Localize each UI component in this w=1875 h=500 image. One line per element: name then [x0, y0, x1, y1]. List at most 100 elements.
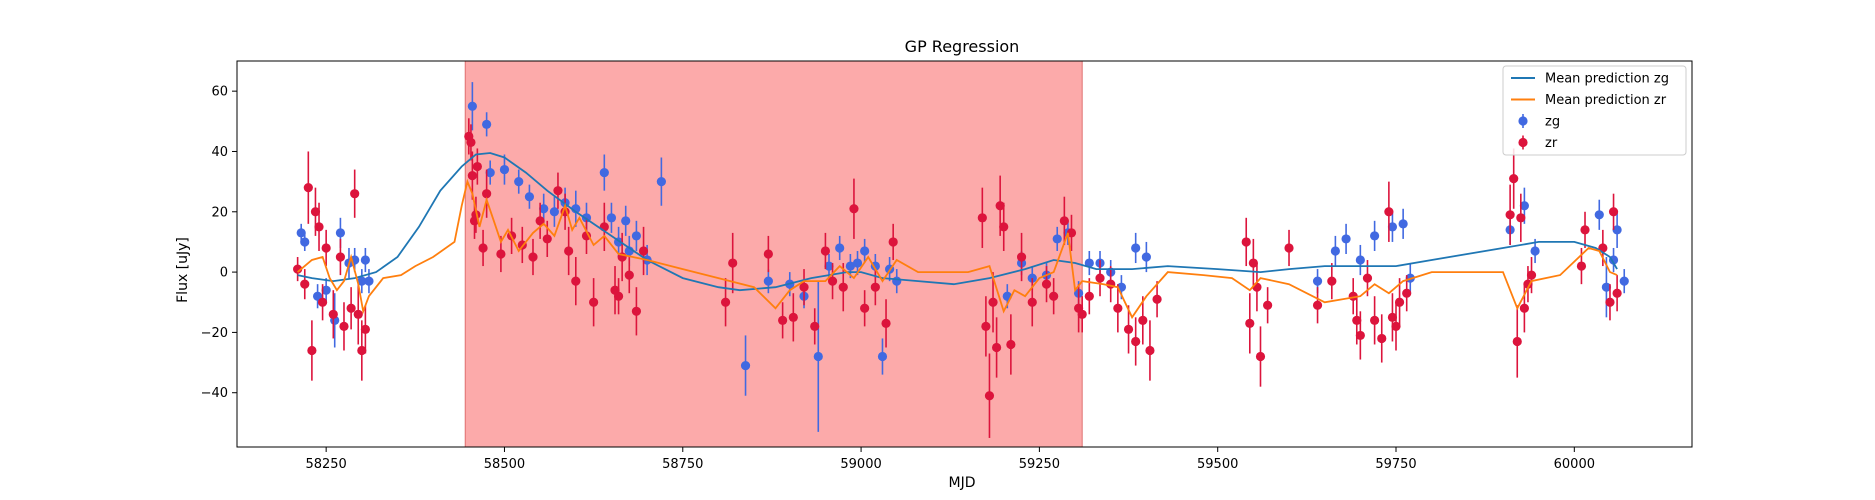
zr-point	[564, 246, 574, 256]
y-tick-label: −20	[201, 326, 228, 341]
zr-point	[1370, 315, 1380, 325]
legend-entry-zg: zg	[1518, 114, 1560, 130]
zr-point	[581, 231, 592, 241]
zg-point	[621, 216, 631, 226]
zg-point	[1141, 252, 1151, 262]
zg-point	[1519, 201, 1529, 211]
zg-point	[656, 177, 666, 187]
zg-point	[1530, 246, 1540, 256]
zr-point	[728, 258, 738, 268]
zr-point	[350, 189, 360, 199]
legend-marker-swatch	[1518, 116, 1528, 126]
zr-point	[799, 282, 809, 292]
zg-point	[892, 276, 902, 286]
zg-point	[1594, 210, 1604, 220]
zr-point	[317, 297, 328, 307]
zr-point	[310, 207, 321, 217]
zr-point	[763, 249, 773, 259]
zr-point	[1066, 228, 1077, 238]
zg-point	[1619, 276, 1629, 286]
chart-title: GP Regression	[905, 37, 1020, 56]
zr-point	[1384, 207, 1394, 217]
x-tick-label: 59250	[1019, 457, 1060, 472]
zr-point	[1509, 174, 1519, 184]
legend-marker-swatch	[1518, 137, 1528, 148]
zr-point	[1512, 336, 1522, 347]
zr-point	[1059, 216, 1069, 226]
zr-point	[1612, 288, 1622, 298]
zr-point	[478, 243, 488, 253]
zr-point	[303, 183, 313, 193]
zg-point	[296, 228, 306, 238]
zg-point	[860, 246, 870, 256]
zr-point	[849, 204, 859, 214]
zr-point	[1138, 315, 1148, 325]
x-tick-label: 60000	[1554, 457, 1595, 472]
zr-point	[300, 279, 310, 289]
zr-point	[1145, 345, 1155, 356]
zg-point	[1341, 234, 1351, 244]
zr-point	[482, 189, 492, 199]
zr-point	[1095, 273, 1105, 283]
zr-point	[1123, 324, 1134, 334]
zr-point	[571, 276, 581, 286]
zg-point	[835, 243, 845, 253]
legend-entry-mean-zr: Mean prediction zr	[1511, 93, 1667, 108]
zg-point	[524, 192, 535, 202]
zr-point	[988, 297, 998, 307]
mean-prediction-zg-line	[297, 152, 1618, 292]
zg-point	[1387, 222, 1398, 232]
legend-entry-zr: zr	[1518, 135, 1558, 151]
zr-point	[1377, 333, 1387, 344]
zr-point	[339, 321, 349, 331]
zr-point	[838, 282, 848, 292]
zr-point	[1312, 300, 1323, 310]
zr-point	[466, 137, 476, 148]
zr-point	[1084, 291, 1094, 301]
zr-point	[1252, 282, 1262, 292]
zr-point	[810, 321, 820, 331]
y-axis-label: Flux [uJy]	[175, 237, 191, 303]
zr-point	[977, 213, 987, 223]
y-tick-label: 0	[220, 266, 228, 281]
zr-point	[357, 345, 367, 356]
zg-point	[482, 119, 492, 129]
y-tick-label: 20	[211, 205, 228, 220]
zr-point	[1245, 318, 1255, 328]
zg-point	[606, 213, 617, 223]
zr-point	[981, 321, 991, 331]
zg-point	[300, 237, 310, 247]
zr-point	[528, 252, 538, 262]
zr-point	[1006, 339, 1016, 350]
zg-point	[813, 351, 823, 362]
zr-point	[1027, 297, 1037, 307]
zr-point	[553, 186, 563, 196]
x-tick-label: 58250	[305, 457, 346, 472]
x-axis-ticks: 58250 58500 58750 59000 59250 59500 59750 60000	[305, 447, 1595, 472]
zg-point	[845, 261, 855, 271]
zr-point	[1327, 276, 1337, 286]
zg-point	[1398, 219, 1408, 229]
zr-point	[1362, 273, 1373, 283]
zg-point	[514, 177, 524, 187]
zr-point	[335, 252, 346, 262]
zg-point	[1330, 246, 1340, 256]
zr-point	[1402, 288, 1412, 298]
zr-point	[1608, 207, 1619, 217]
zr-series	[293, 118, 1622, 438]
zr-point	[1248, 258, 1258, 268]
mean-prediction-zr-line	[297, 178, 1618, 320]
zr-point	[638, 246, 649, 256]
zg-point	[877, 351, 888, 362]
legend-label: zg	[1545, 115, 1560, 130]
zr-point	[827, 276, 838, 286]
zg-point	[1370, 231, 1380, 241]
zr-point	[778, 315, 788, 325]
zr-point	[1255, 351, 1266, 362]
zg-point	[357, 276, 367, 286]
zr-point	[293, 264, 303, 274]
zr-point	[1352, 315, 1362, 325]
zg-point	[499, 164, 510, 175]
zr-point	[321, 243, 331, 253]
